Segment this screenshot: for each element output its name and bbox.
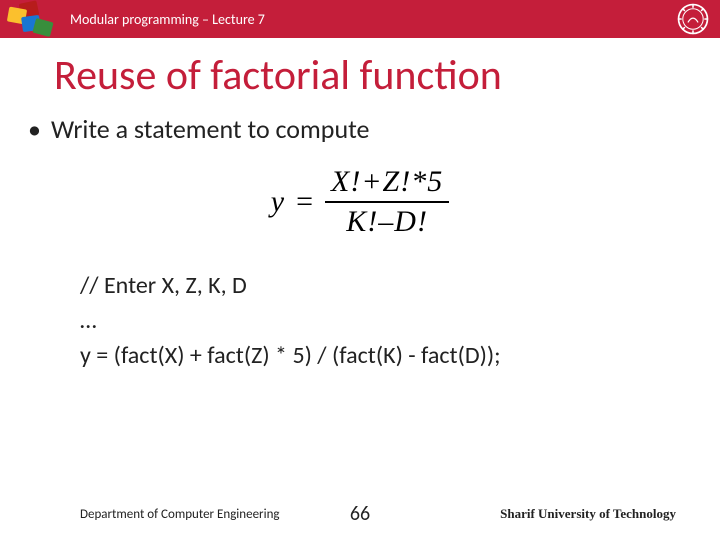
puzzle-logo-icon — [8, 0, 58, 38]
formula-fraction: X!+Z!*5 K!–D! — [325, 163, 449, 241]
slide-title: Reuse of factorial function — [54, 50, 720, 101]
bullet-dot-icon: • — [28, 113, 41, 145]
code-line-3: y = (fact(X) + fact(Z) * 5) / (fact(K) -… — [80, 339, 680, 374]
header-course-text: Modular programming – Lecture 7 — [70, 11, 265, 28]
formula-equals: = — [296, 185, 313, 219]
formula-numerator: X!+Z!*5 — [325, 163, 449, 201]
code-line-1: // Enter X, Z, K, D — [80, 269, 680, 304]
footer: Department of Computer Engineering 66 Sh… — [0, 506, 720, 522]
formula-denominator: K!–D! — [340, 203, 434, 241]
header-bar: Modular programming – Lecture 7 — [0, 0, 720, 38]
footer-university: Sharif University of Technology — [500, 506, 676, 522]
formula-lhs: y — [271, 185, 284, 219]
bullet-line: • Write a statement to compute — [28, 113, 720, 145]
code-line-2: … — [80, 304, 680, 339]
formula-block: y = X!+Z!*5 K!–D! — [0, 163, 720, 241]
page-number: 66 — [350, 502, 370, 526]
code-block: // Enter X, Z, K, D … y = (fact(X) + fac… — [80, 269, 680, 373]
university-seal-icon — [676, 2, 710, 36]
footer-department: Department of Computer Engineering — [80, 507, 280, 522]
bullet-text: Write a statement to compute — [51, 113, 370, 145]
